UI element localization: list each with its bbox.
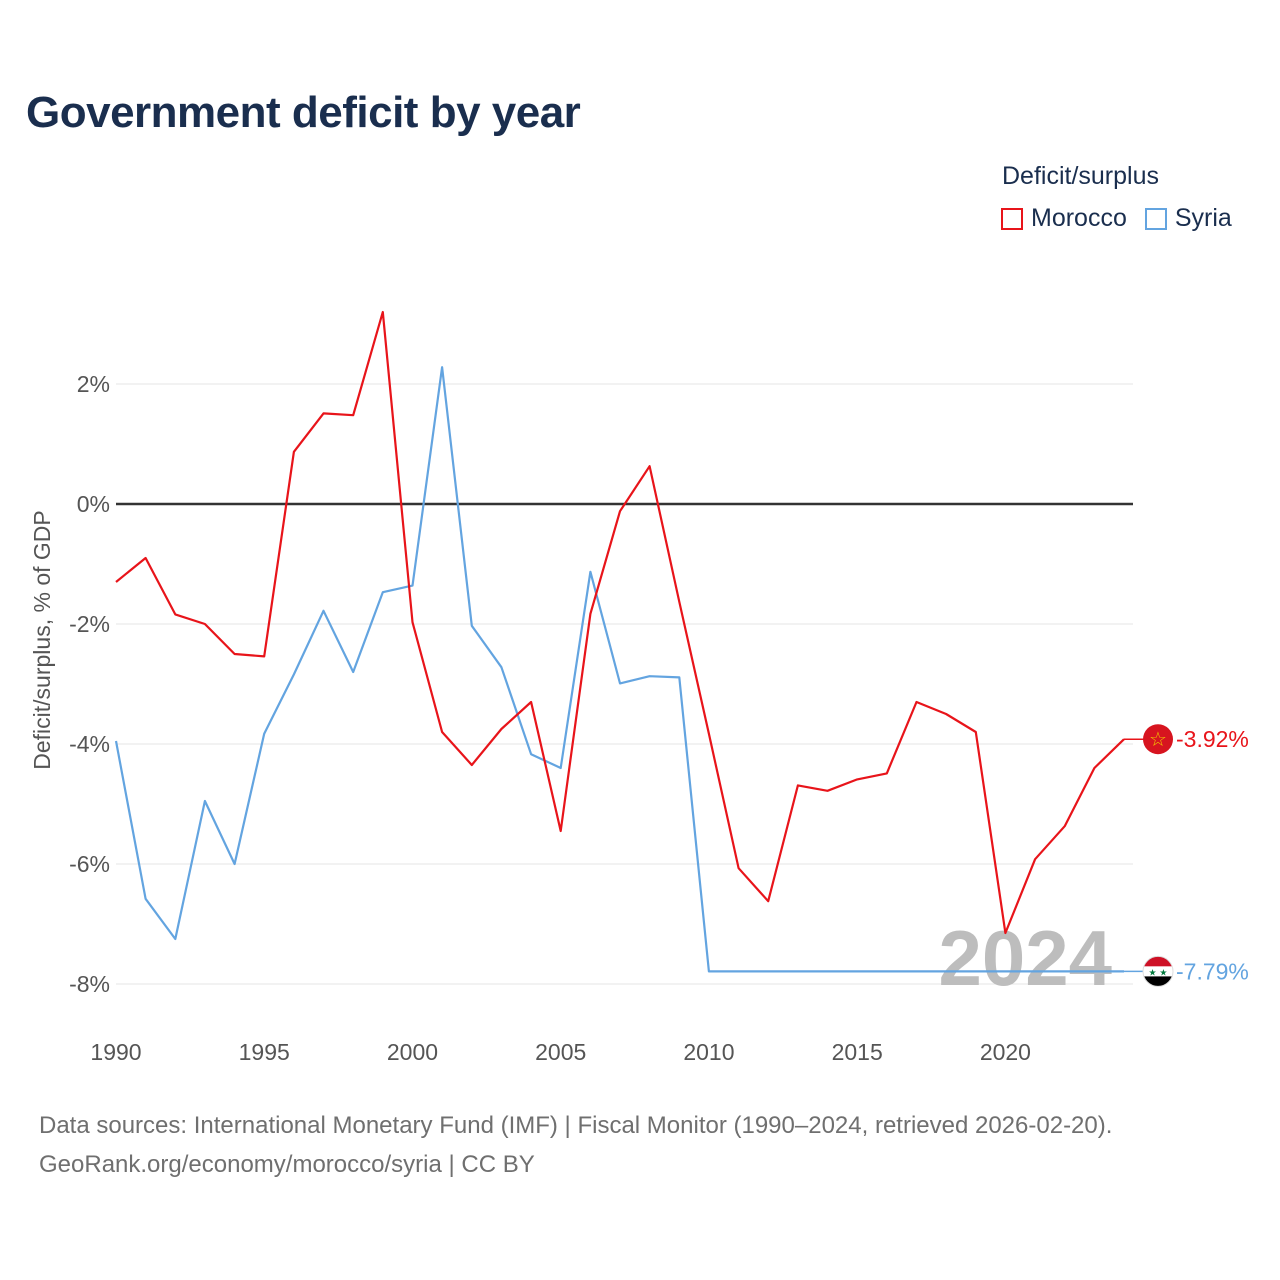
legend-swatch-morocco <box>1001 207 1023 230</box>
flag-stripe-white <box>1143 966 1173 977</box>
y-tick-label: 0% <box>77 491 110 517</box>
flag-background <box>1143 724 1173 755</box>
x-tick-label: 1990 <box>90 1039 141 1065</box>
y-tick-label: 2% <box>77 371 110 397</box>
legend-title: Deficit/surplus <box>1002 162 1159 190</box>
x-tick-label: 2000 <box>387 1039 438 1065</box>
flag-stripes <box>1143 956 1173 987</box>
end-labels: ☆ -3.92% ★ ★ -7.79% <box>1124 724 1249 987</box>
legend-label-morocco: Morocco <box>1031 204 1127 232</box>
series-line-morocco <box>115 310 1125 935</box>
series-layer <box>114 310 1125 973</box>
series-line-syria <box>114 366 1124 973</box>
legend: Morocco Syria <box>1001 204 1250 233</box>
x-tick-label: 1995 <box>239 1039 290 1065</box>
flag-outline <box>1142 955 1174 987</box>
y-tick-label: -8% <box>69 971 110 997</box>
end-value-label-syria: -7.79% <box>1176 958 1249 984</box>
x-tick-label: 2005 <box>535 1039 586 1065</box>
syria-flag-icon: ★ ★ <box>1142 955 1174 987</box>
y-axis: 2% 0% -2% -4% -6% -8% <box>69 371 110 997</box>
y-axis-label: Deficit/surplus, % of GDP <box>29 510 55 769</box>
source-line-1: Data sources: International Monetary Fun… <box>39 1112 1113 1139</box>
star-icon: ★ ★ <box>1149 968 1168 978</box>
morocco-flag-icon: ☆ <box>1143 724 1173 755</box>
chart-title: Government deficit by year <box>26 88 581 137</box>
star-icon: ☆ <box>1149 727 1167 751</box>
current-year-label: 2024 <box>938 914 1112 1002</box>
x-tick-label: 2010 <box>683 1039 734 1065</box>
end-value-label-morocco: -3.92% <box>1176 726 1249 752</box>
y-tick-label: -6% <box>69 851 110 877</box>
y-tick-label: -4% <box>69 731 110 757</box>
x-tick-label: 2015 <box>832 1039 883 1065</box>
source-note: Data sources: International Monetary Fun… <box>39 1106 1112 1184</box>
legend-swatch-syria <box>1144 207 1167 230</box>
legend-item-morocco[interactable]: Morocco <box>1001 204 1127 233</box>
flag-stripe-red <box>1143 956 1173 967</box>
flag-stripe-black <box>1143 976 1173 987</box>
legend-item-syria[interactable]: Syria <box>1144 204 1232 233</box>
x-axis: 1990 1995 2000 2005 2010 2015 2020 <box>90 1039 1031 1065</box>
source-line-2: GeoRank.org/economy/morocco/syria | CC B… <box>39 1151 535 1178</box>
grid-layer <box>116 383 1133 985</box>
legend-label-syria: Syria <box>1174 204 1232 232</box>
x-tick-label: 2020 <box>980 1039 1031 1065</box>
y-tick-label: -2% <box>69 611 110 637</box>
